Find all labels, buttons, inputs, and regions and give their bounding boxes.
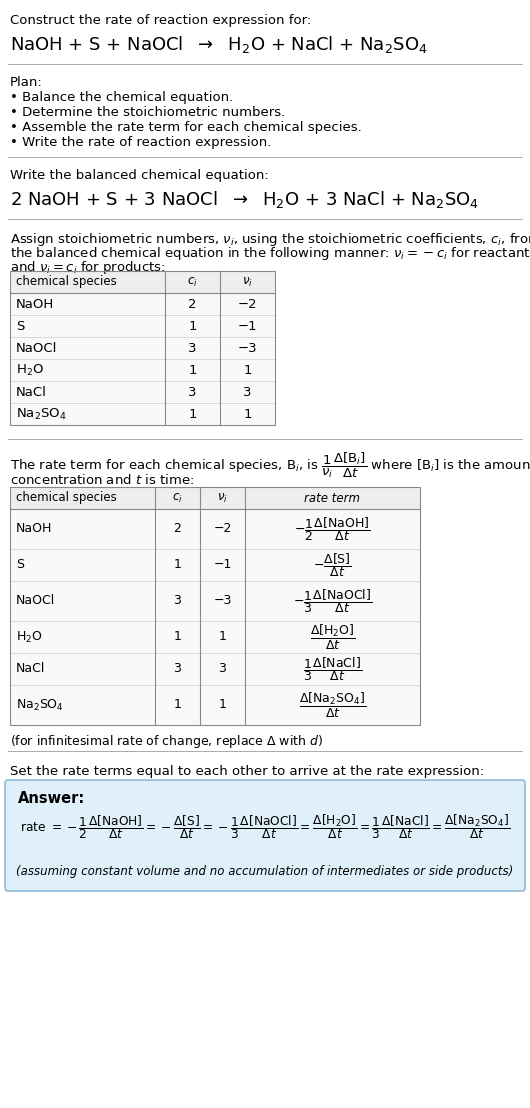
Text: 1: 1: [173, 558, 181, 572]
Text: −1: −1: [237, 319, 257, 332]
Text: NaOH: NaOH: [16, 298, 54, 310]
Text: −2: −2: [213, 523, 232, 535]
Text: (assuming constant volume and no accumulation of intermediates or side products): (assuming constant volume and no accumul…: [16, 865, 514, 878]
Text: NaOH: NaOH: [16, 523, 52, 535]
Text: NaCl: NaCl: [16, 386, 47, 399]
Text: S: S: [16, 319, 24, 332]
Text: and $\nu_i = c_i$ for products:: and $\nu_i = c_i$ for products:: [10, 259, 165, 276]
Text: concentration and $t$ is time:: concentration and $t$ is time:: [10, 473, 194, 488]
Text: 1: 1: [173, 698, 181, 711]
Text: NaOCl: NaOCl: [16, 341, 57, 355]
Text: H$_2$O: H$_2$O: [16, 362, 44, 378]
Text: −3: −3: [237, 341, 257, 355]
Text: The rate term for each chemical species, B$_i$, is $\dfrac{1}{\nu_i}\dfrac{\Delt: The rate term for each chemical species,…: [10, 451, 530, 481]
Text: $\nu_i$: $\nu_i$: [217, 492, 228, 504]
Text: 1: 1: [243, 363, 252, 377]
Text: rate $= -\dfrac{1}{2}\dfrac{\Delta[\mathrm{NaOH}]}{\Delta t} = -\dfrac{\Delta[\m: rate $= -\dfrac{1}{2}\dfrac{\Delta[\math…: [20, 812, 510, 841]
Text: $-\dfrac{1}{3}\dfrac{\Delta[\mathrm{NaOCl}]}{\Delta t}$: $-\dfrac{1}{3}\dfrac{\Delta[\mathrm{NaOC…: [293, 587, 372, 615]
Bar: [10, 488, 420, 725]
Text: 1: 1: [188, 319, 197, 332]
Text: Na$_2$SO$_4$: Na$_2$SO$_4$: [16, 407, 67, 421]
Bar: [10, 271, 275, 425]
Bar: [10, 488, 420, 725]
Text: • Balance the chemical equation.: • Balance the chemical equation.: [10, 91, 233, 104]
Text: • Determine the stoichiometric numbers.: • Determine the stoichiometric numbers.: [10, 106, 285, 119]
Text: 2 NaOH + S + 3 NaOCl  $\rightarrow$  H$_2$O + 3 NaCl + Na$_2$SO$_4$: 2 NaOH + S + 3 NaOCl $\rightarrow$ H$_2$…: [10, 189, 479, 211]
Text: Set the rate terms equal to each other to arrive at the rate expression:: Set the rate terms equal to each other t…: [10, 765, 484, 778]
Text: 3: 3: [243, 386, 252, 399]
Text: 3: 3: [173, 595, 181, 607]
Text: 1: 1: [218, 630, 226, 644]
Bar: [10, 488, 420, 509]
Text: $c_i$: $c_i$: [172, 492, 183, 504]
Bar: [10, 271, 275, 293]
Text: 1: 1: [188, 408, 197, 421]
Text: • Write the rate of reaction expression.: • Write the rate of reaction expression.: [10, 136, 271, 148]
Text: $\dfrac{\Delta[\mathrm{H_2O}]}{\Delta t}$: $\dfrac{\Delta[\mathrm{H_2O}]}{\Delta t}…: [310, 623, 355, 652]
Text: S: S: [16, 558, 24, 572]
Text: 3: 3: [173, 663, 181, 676]
Text: rate term: rate term: [305, 492, 360, 504]
Text: −3: −3: [213, 595, 232, 607]
Text: 2: 2: [173, 523, 181, 535]
Text: $\dfrac{\Delta[\mathrm{Na_2SO_4}]}{\Delta t}$: $\dfrac{\Delta[\mathrm{Na_2SO_4}]}{\Delt…: [299, 690, 366, 719]
Text: chemical species: chemical species: [16, 492, 117, 504]
Text: Answer:: Answer:: [18, 791, 85, 806]
Text: $c_i$: $c_i$: [187, 276, 198, 288]
Text: $\nu_i$: $\nu_i$: [242, 276, 253, 288]
Text: • Assemble the rate term for each chemical species.: • Assemble the rate term for each chemic…: [10, 121, 362, 134]
Text: 3: 3: [188, 386, 197, 399]
Text: 1: 1: [218, 698, 226, 711]
Text: 3: 3: [188, 341, 197, 355]
Bar: [10, 271, 275, 425]
Text: 1: 1: [173, 630, 181, 644]
Text: Write the balanced chemical equation:: Write the balanced chemical equation:: [10, 170, 269, 182]
Text: Na$_2$SO$_4$: Na$_2$SO$_4$: [16, 697, 64, 712]
Text: (for infinitesimal rate of change, replace Δ with $d$): (for infinitesimal rate of change, repla…: [10, 733, 323, 750]
Text: −2: −2: [237, 298, 257, 310]
Text: $\dfrac{1}{3}\dfrac{\Delta[\mathrm{NaCl}]}{\Delta t}$: $\dfrac{1}{3}\dfrac{\Delta[\mathrm{NaCl}…: [303, 655, 362, 683]
Text: the balanced chemical equation in the following manner: $\nu_i = -c_i$ for react: the balanced chemical equation in the fo…: [10, 245, 530, 261]
Text: Plan:: Plan:: [10, 76, 43, 89]
Text: 1: 1: [243, 408, 252, 421]
Text: 1: 1: [188, 363, 197, 377]
Text: $-\dfrac{1}{2}\dfrac{\Delta[\mathrm{NaOH}]}{\Delta t}$: $-\dfrac{1}{2}\dfrac{\Delta[\mathrm{NaOH…: [294, 515, 371, 543]
Text: NaOCl: NaOCl: [16, 595, 55, 607]
Text: Assign stoichiometric numbers, $\nu_i$, using the stoichiometric coefficients, $: Assign stoichiometric numbers, $\nu_i$, …: [10, 230, 530, 248]
Text: 2: 2: [188, 298, 197, 310]
FancyBboxPatch shape: [5, 780, 525, 891]
Text: NaOH + S + NaOCl  $\rightarrow$  H$_2$O + NaCl + Na$_2$SO$_4$: NaOH + S + NaOCl $\rightarrow$ H$_2$O + …: [10, 34, 428, 55]
Text: $-\dfrac{\Delta[\mathrm{S}]}{\Delta t}$: $-\dfrac{\Delta[\mathrm{S}]}{\Delta t}$: [313, 551, 352, 579]
Text: 3: 3: [218, 663, 226, 676]
Text: Construct the rate of reaction expression for:: Construct the rate of reaction expressio…: [10, 14, 311, 27]
Text: −1: −1: [213, 558, 232, 572]
Text: NaCl: NaCl: [16, 663, 46, 676]
Text: H$_2$O: H$_2$O: [16, 629, 42, 645]
Text: chemical species: chemical species: [16, 276, 117, 288]
